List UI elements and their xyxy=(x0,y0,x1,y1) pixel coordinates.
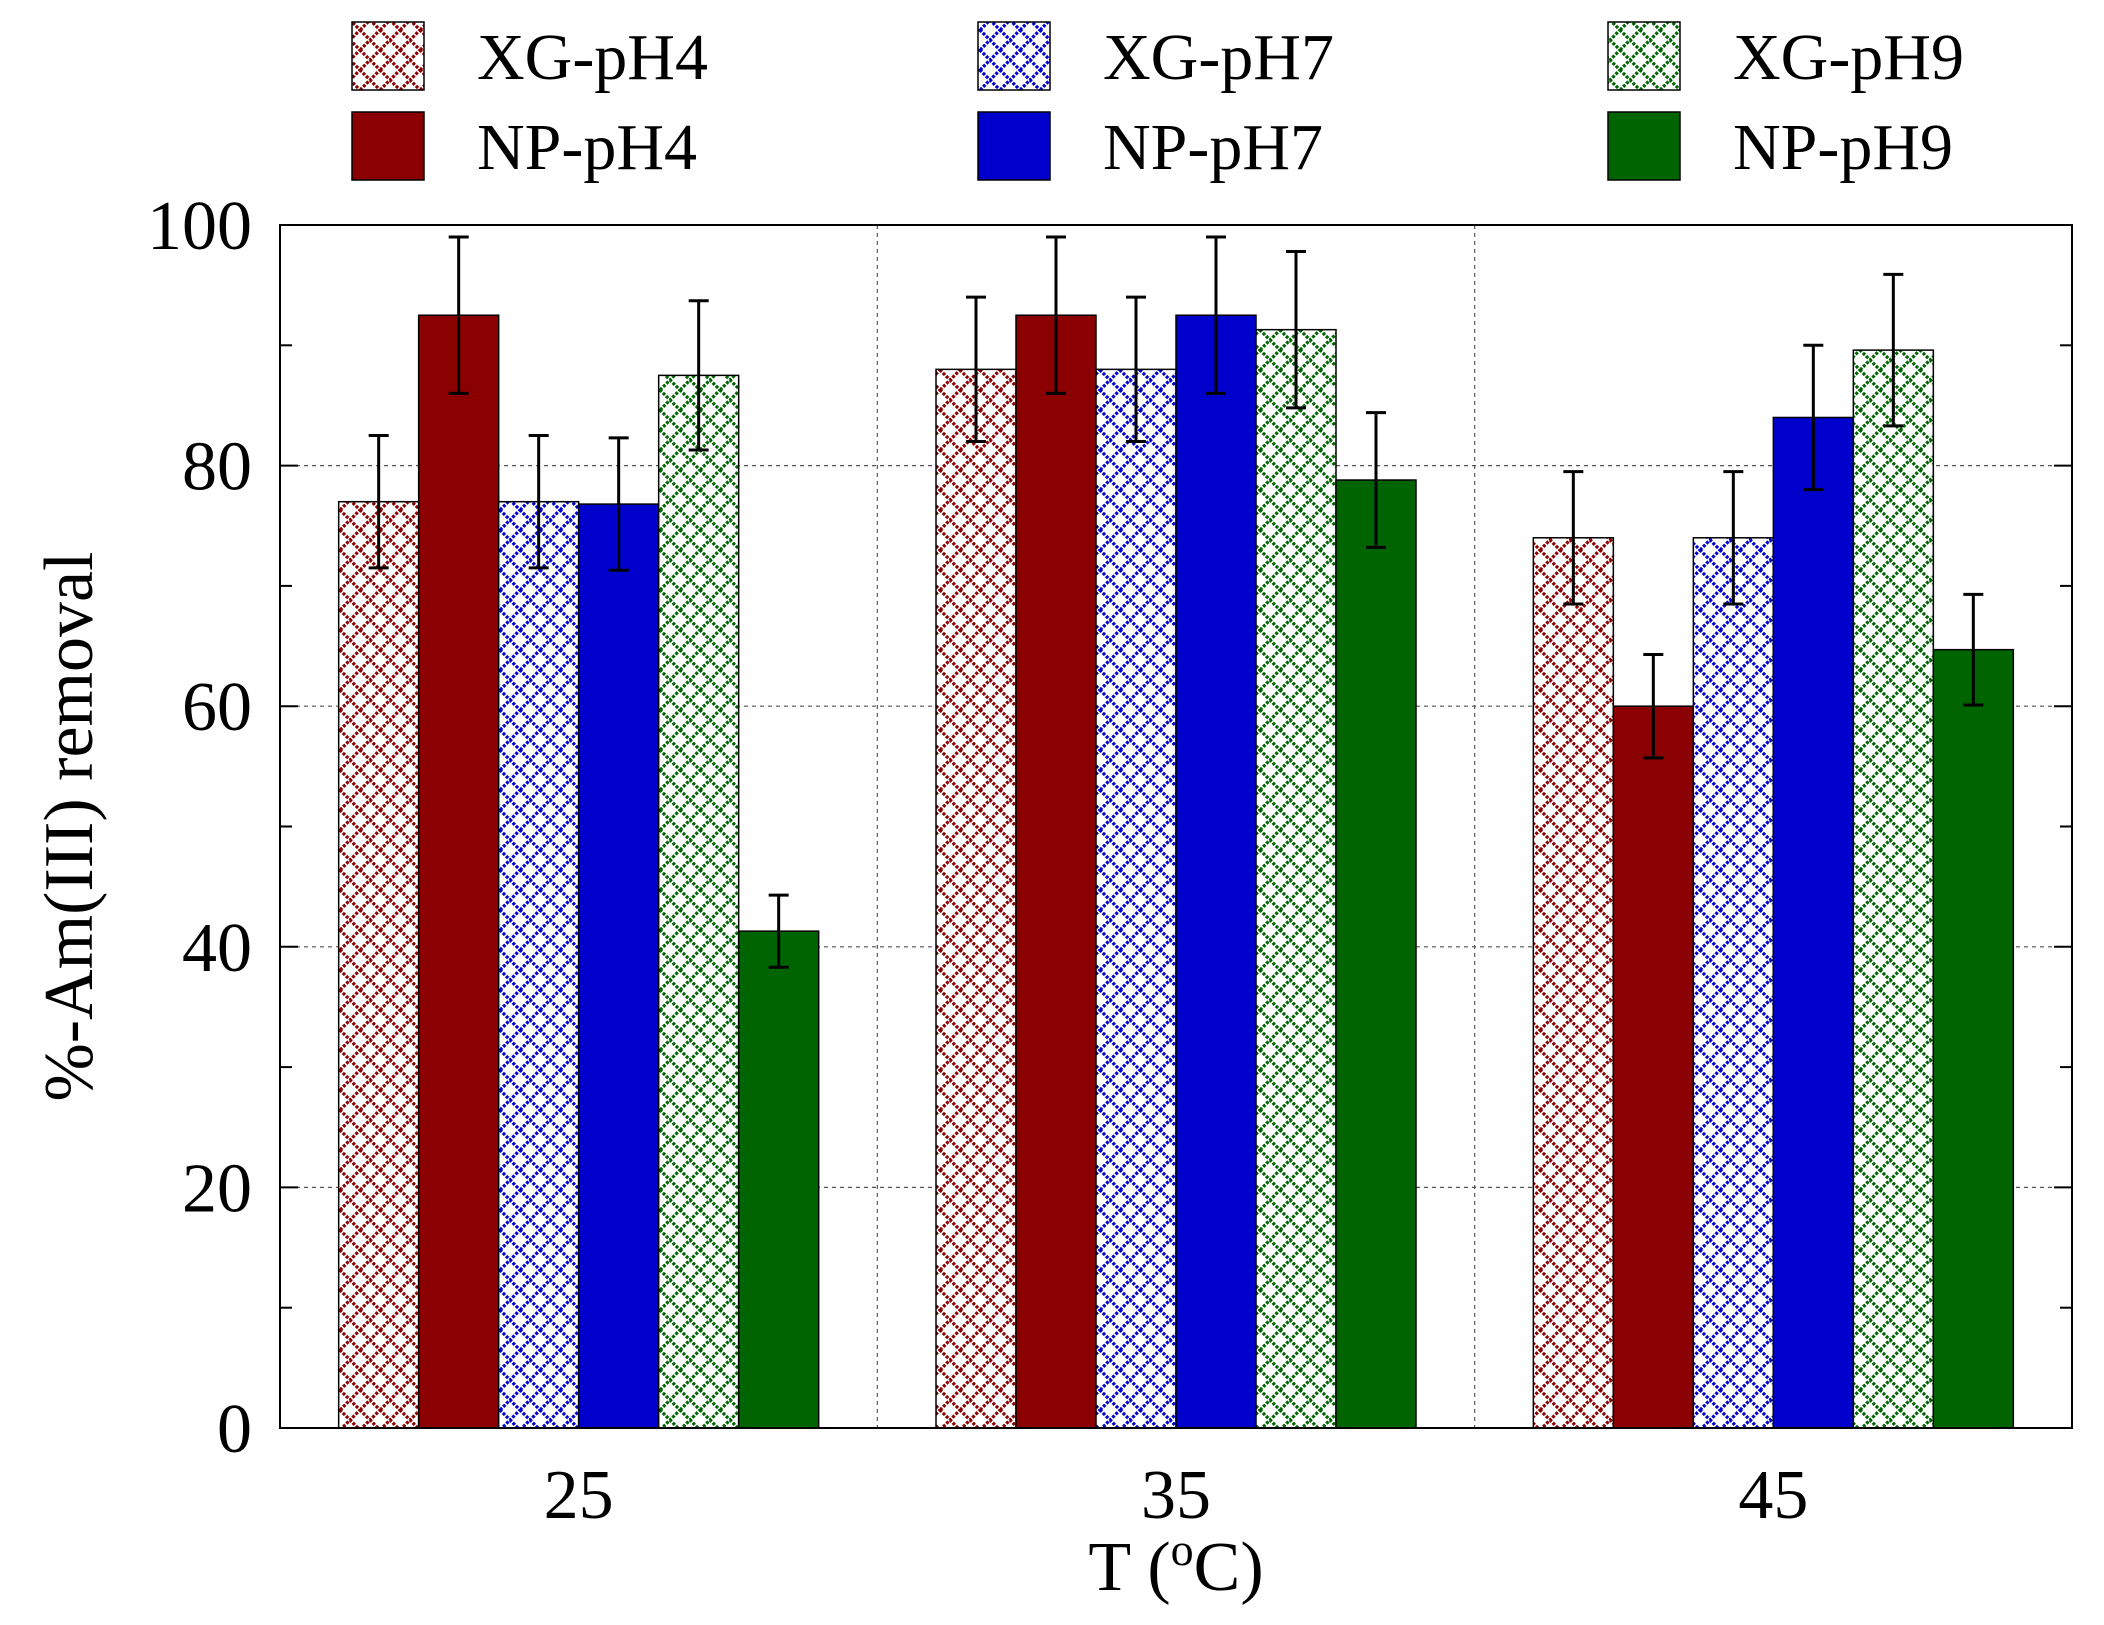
bar-XG-pH4-35 xyxy=(935,368,1017,1429)
error-bar-XG-pH4-35 xyxy=(966,295,986,444)
error-bars xyxy=(368,235,1984,969)
error-bar-NP-pH4-25 xyxy=(448,235,469,395)
error-bar-NP-pH7-45 xyxy=(1803,343,1824,492)
bar-NP-pH7-25 xyxy=(577,503,660,1429)
x-tick-label: 25 xyxy=(544,1457,614,1534)
x-axis-title-superscript: o xyxy=(1171,1524,1194,1575)
legend-label: XG-pH7 xyxy=(1103,21,1334,94)
legend: XG-pH4 NP-pH4 XG-pH7 NP-pH7 XG-pH9 NP-pH9 xyxy=(351,21,1964,184)
bar-XG-pH9-25 xyxy=(657,374,740,1429)
bar-XG-pH9-45 xyxy=(1852,349,1935,1429)
x-axis-title-tail: C) xyxy=(1194,1529,1264,1606)
legend-swatch xyxy=(351,111,425,181)
bar-NP-pH9-25 xyxy=(737,930,820,1429)
legend-swatch xyxy=(351,21,425,91)
bar-NP-pH9-45 xyxy=(1932,648,2015,1429)
bars xyxy=(337,314,2015,1429)
bar-NP-pH9-35 xyxy=(1335,479,1417,1429)
legend-swatch xyxy=(1607,111,1681,181)
error-bar-XG-pH7-35 xyxy=(1126,295,1146,444)
error-bar-NP-pH9-45 xyxy=(1963,592,1984,707)
bar-NP-pH4-25 xyxy=(417,314,500,1429)
legend-item-XG-pH4: XG-pH4 xyxy=(351,21,708,94)
error-bar-XG-pH4-25 xyxy=(368,434,389,570)
y-axis-title: %-Am(III) removal xyxy=(31,551,108,1101)
legend-label: XG-pH4 xyxy=(477,21,708,94)
y-tick-label: 40 xyxy=(182,910,252,987)
legend-label: NP-pH4 xyxy=(477,111,697,184)
legend-swatch xyxy=(977,111,1051,181)
error-bar-NP-pH4-35 xyxy=(1046,235,1066,395)
x-tick-label: 35 xyxy=(1141,1457,1211,1534)
bar-XG-pH9-35 xyxy=(1255,328,1337,1429)
error-bar-NP-pH7-25 xyxy=(608,436,629,572)
tick-labels: 0 20 40 60 80 100 25 35 45 xyxy=(147,188,1808,1534)
error-bar-NP-pH9-25 xyxy=(768,893,789,969)
legend-swatch xyxy=(1607,21,1681,91)
bar-NP-pH4-35 xyxy=(1015,314,1097,1429)
error-bar-NP-pH7-35 xyxy=(1206,235,1226,395)
error-bar-XG-pH9-25 xyxy=(688,299,709,452)
bar-XG-pH4-45 xyxy=(1532,537,1615,1429)
y-tick-label: 60 xyxy=(182,669,252,746)
bar-XG-pH7-35 xyxy=(1095,368,1177,1429)
bar-NP-pH4-45 xyxy=(1612,705,1695,1429)
axis-ticks xyxy=(280,224,2072,1429)
x-axis-title: T (oC) xyxy=(1088,1524,1263,1607)
error-bar-XG-pH4-45 xyxy=(1563,470,1584,606)
legend-label: NP-pH9 xyxy=(1733,111,1953,184)
legend-item-XG-pH7: XG-pH7 xyxy=(977,21,1334,94)
legend-swatch xyxy=(977,21,1051,91)
bar-XG-pH7-45 xyxy=(1692,537,1775,1429)
y-tick-label: 20 xyxy=(182,1150,252,1227)
x-axis-title-main: T ( xyxy=(1088,1529,1170,1606)
legend-item-NP-pH7: NP-pH7 xyxy=(977,111,1323,184)
error-bar-XG-pH7-25 xyxy=(528,434,549,570)
y-tick-label: 80 xyxy=(182,429,252,506)
legend-item-XG-pH9: XG-pH9 xyxy=(1607,21,1964,94)
bar-NP-pH7-35 xyxy=(1175,314,1257,1429)
y-tick-label: 100 xyxy=(147,188,252,265)
legend-label: XG-pH9 xyxy=(1733,21,1964,94)
bar-NP-pH7-45 xyxy=(1772,416,1855,1429)
x-tick-label: 45 xyxy=(1738,1457,1808,1534)
bar-XG-pH7-25 xyxy=(497,500,580,1429)
legend-item-NP-pH4: NP-pH4 xyxy=(351,111,697,184)
y-tick-label: 0 xyxy=(217,1391,252,1468)
error-bar-XG-pH9-45 xyxy=(1883,272,1904,428)
error-bar-NP-pH4-45 xyxy=(1643,652,1664,760)
bar-XG-pH4-25 xyxy=(337,500,420,1429)
error-bar-XG-pH9-35 xyxy=(1286,249,1306,410)
error-bar-XG-pH7-45 xyxy=(1723,470,1744,606)
error-bar-NP-pH9-35 xyxy=(1366,411,1386,549)
legend-label: NP-pH7 xyxy=(1103,111,1323,184)
legend-item-NP-pH9: NP-pH9 xyxy=(1607,111,1953,184)
